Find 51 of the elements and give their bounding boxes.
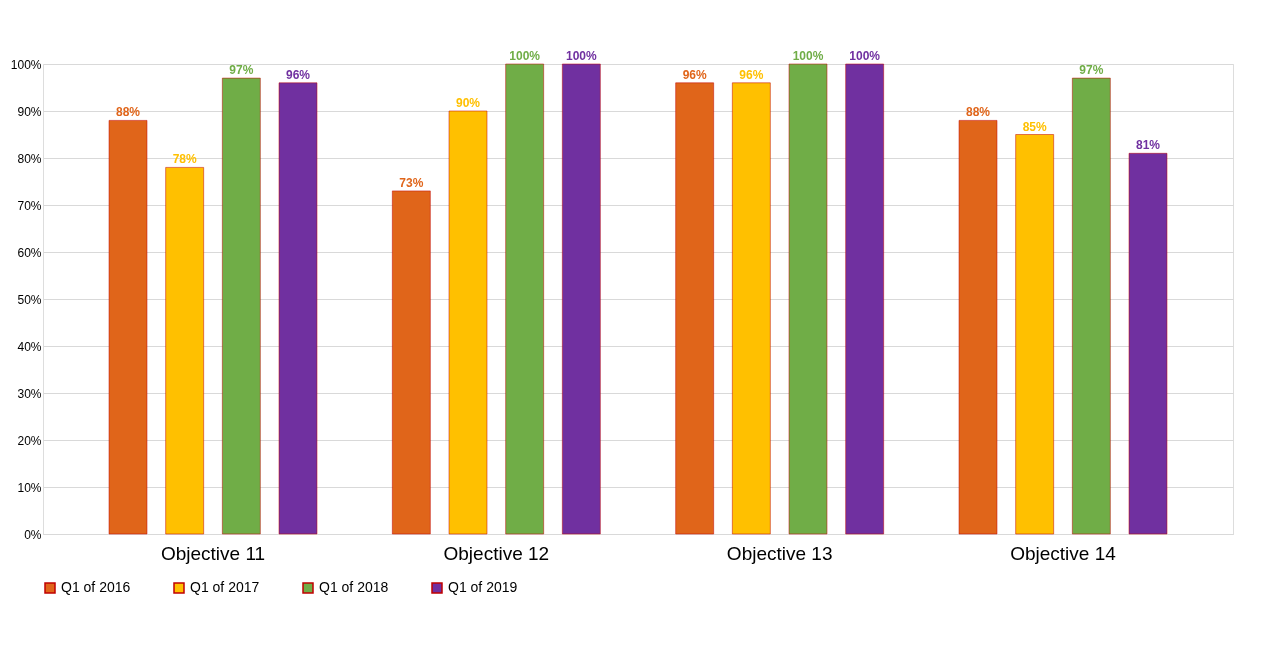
data-label: 100% (509, 49, 541, 63)
bar (1072, 77, 1111, 535)
bar (278, 82, 318, 535)
legend-label: Q1 of 2016 (61, 579, 131, 595)
bar (505, 63, 544, 535)
data-label: 88% (115, 105, 141, 120)
data-label: 88% (965, 105, 991, 120)
x-tick-label: Objective 11 (160, 542, 266, 564)
bar (448, 110, 488, 535)
y-tick-label: 60% (17, 245, 42, 260)
bar (845, 63, 884, 535)
y-tick-label: 40% (17, 339, 42, 354)
data-label: 78% (172, 152, 197, 167)
y-tick-label: 50% (17, 292, 42, 307)
data-label: 97% (1079, 63, 1104, 78)
y-tick-label: 0% (24, 527, 42, 542)
bar (958, 120, 998, 535)
y-tick-label: 20% (17, 433, 42, 448)
y-tick-label: 90% (17, 104, 42, 119)
legend-label: Q1 of 2019 (448, 579, 518, 595)
data-label: 100% (792, 49, 824, 63)
bar (392, 190, 431, 535)
y-tick-label: 70% (17, 198, 42, 213)
data-label: 81% (1135, 138, 1161, 153)
data-label: 73% (399, 175, 424, 190)
bar (788, 63, 828, 535)
data-label: 90% (455, 96, 481, 110)
data-label: 96% (739, 67, 764, 82)
y-tick-label: 30% (17, 386, 42, 401)
bar (222, 77, 261, 535)
data-label: 100% (849, 49, 881, 63)
bar (675, 82, 714, 535)
data-label: 97% (229, 63, 254, 78)
legend-label: Q1 of 2017 (190, 579, 260, 595)
bar (108, 120, 148, 535)
y-tick-label: 100% (10, 57, 42, 72)
legend-label: Q1 of 2018 (319, 579, 389, 595)
data-label: 100% (565, 49, 597, 63)
bar (562, 63, 601, 535)
data-label: 85% (1022, 119, 1047, 134)
y-tick-label: 80% (17, 151, 42, 166)
data-label: 96% (285, 67, 311, 82)
x-tick-label: Objective 12 (443, 542, 550, 564)
y-tick-label: 10% (17, 480, 42, 495)
bar (732, 82, 771, 535)
x-tick-label: Objective 14 (1010, 542, 1117, 564)
x-tick-label: Objective 13 (726, 542, 833, 564)
data-label: 96% (682, 67, 707, 82)
bar (1015, 134, 1054, 535)
bar (1128, 153, 1168, 535)
bar (165, 167, 204, 535)
